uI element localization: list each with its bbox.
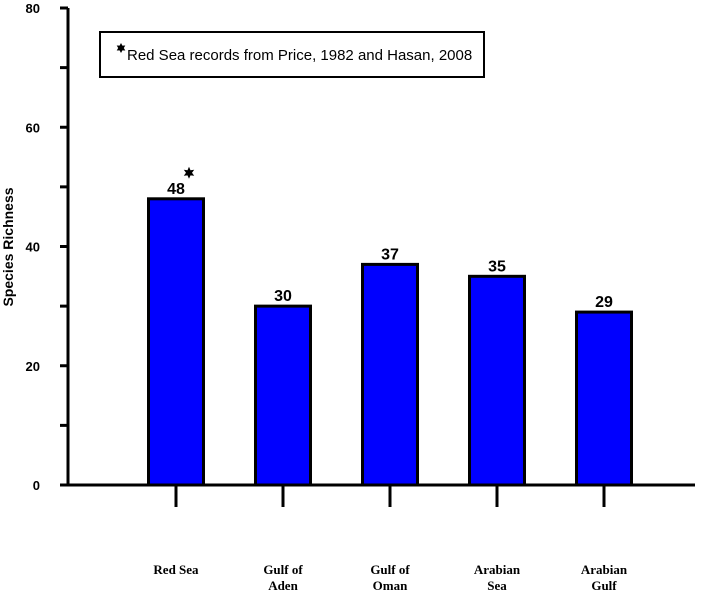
y-tick-label: 0 xyxy=(33,478,40,493)
annotation-box-frame xyxy=(99,31,485,78)
bar xyxy=(361,262,419,487)
x-tick-label: Red Sea xyxy=(153,562,199,577)
y-tick-label: 40 xyxy=(26,240,40,255)
bar-data-label: 48 xyxy=(167,181,185,198)
y-axis-ticks: 0 20 40 60 80 xyxy=(26,1,68,493)
y-tick-label: 80 xyxy=(26,1,40,16)
x-tick-label: Arabian Gulf xyxy=(581,562,628,593)
bars: 48 30 37 35 29 xyxy=(147,166,633,487)
annotation-text: Red Sea records from Price, 1982 and Has… xyxy=(127,47,472,64)
bar xyxy=(575,310,633,487)
star-icon xyxy=(116,43,126,53)
x-tick-label: Gulf of Aden xyxy=(263,562,303,593)
bar-data-label: 35 xyxy=(488,258,506,275)
bar-data-label: 37 xyxy=(381,246,399,263)
y-tick-label: 60 xyxy=(26,120,40,135)
y-axis-label: Species Richness xyxy=(0,187,16,306)
bar xyxy=(468,274,526,487)
bar xyxy=(254,304,312,487)
x-tick-label: Gulf of Oman xyxy=(370,562,410,593)
x-axis-ticks: Red Sea Gulf of Aden Gulf of Oman Arabian Sea A… xyxy=(153,485,628,593)
annotation-box: Red Sea records from Price, 1982 and Has… xyxy=(99,31,485,78)
bar-data-label: 30 xyxy=(274,288,292,305)
x-tick-label: Arabian Sea xyxy=(474,562,521,593)
y-tick-label: 20 xyxy=(26,359,40,374)
bar-data-label: 29 xyxy=(595,294,613,311)
star-icon xyxy=(183,166,195,179)
bar xyxy=(147,197,205,487)
